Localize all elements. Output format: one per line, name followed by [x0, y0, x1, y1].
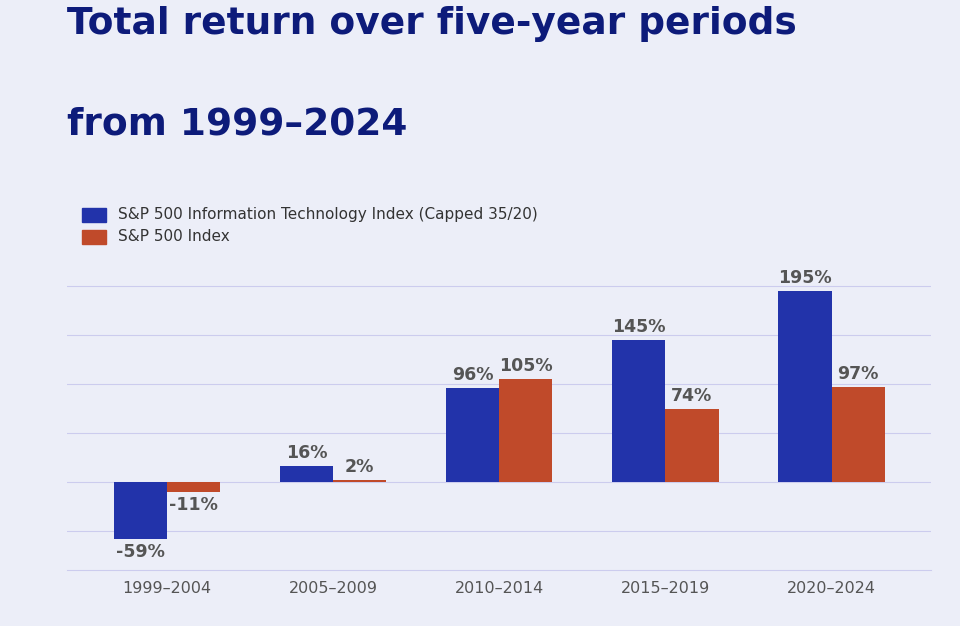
- Bar: [333, 480, 386, 481]
- Text: -59%: -59%: [116, 543, 165, 562]
- Text: 2%: 2%: [345, 458, 374, 476]
- Bar: [280, 466, 333, 481]
- Bar: [665, 409, 718, 481]
- Text: S&P 500 Information Technology Index (Capped 35/20): S&P 500 Information Technology Index (Ca…: [118, 207, 538, 222]
- Bar: [831, 387, 885, 481]
- Bar: [779, 291, 831, 481]
- Bar: [113, 481, 167, 540]
- Text: Total return over five-year periods: Total return over five-year periods: [67, 6, 797, 43]
- Text: 16%: 16%: [286, 444, 327, 462]
- Text: from 1999–2024: from 1999–2024: [67, 106, 408, 143]
- Text: 96%: 96%: [452, 366, 493, 384]
- Bar: [499, 379, 552, 481]
- Text: 145%: 145%: [612, 318, 665, 336]
- Text: 195%: 195%: [779, 269, 831, 287]
- Bar: [612, 340, 665, 481]
- Bar: [167, 481, 220, 493]
- Text: -11%: -11%: [169, 496, 218, 515]
- Text: 105%: 105%: [499, 357, 553, 375]
- Text: 97%: 97%: [837, 365, 878, 383]
- Text: 74%: 74%: [671, 387, 712, 406]
- Text: S&P 500 Index: S&P 500 Index: [118, 229, 229, 244]
- Bar: [446, 387, 499, 481]
